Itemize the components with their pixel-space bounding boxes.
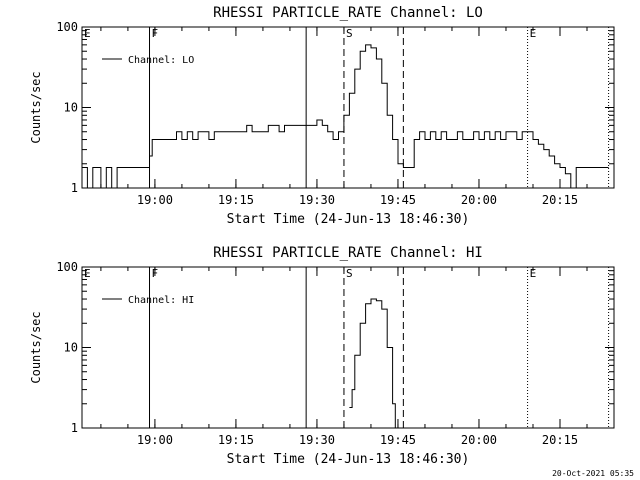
x-tick-label: 20:00 bbox=[461, 193, 497, 207]
x-tick-label: 19:00 bbox=[137, 193, 173, 207]
x-axis-label: Start Time (24-Jun-13 18:46:30) bbox=[227, 452, 470, 467]
x-tick-label: 20:15 bbox=[542, 433, 578, 447]
y-tick-label: 100 bbox=[56, 260, 78, 274]
event-marker-label: E bbox=[84, 27, 91, 40]
plot-area-frame bbox=[81, 266, 615, 429]
event-marker-label: S bbox=[346, 267, 353, 280]
y-axis-label: Counts/sec bbox=[29, 311, 43, 383]
event-marker-label: F bbox=[152, 267, 159, 280]
legend-entry: Channel: LO bbox=[128, 55, 194, 66]
event-marker-label: F bbox=[152, 27, 159, 40]
x-axis-label: Start Time (24-Jun-13 18:46:30) bbox=[227, 212, 470, 227]
y-tick-label: 10 bbox=[64, 101, 78, 115]
chart-panel-2: RHESSI PARTICLE_RATE Channel: HI 1 10 100 19… bbox=[29, 245, 615, 467]
event-marker-label: S bbox=[346, 27, 353, 40]
x-tick-label: 19:30 bbox=[299, 193, 335, 207]
event-marker-label: E bbox=[84, 267, 91, 280]
data-series-line bbox=[349, 298, 396, 428]
x-tick-label: 20:15 bbox=[542, 193, 578, 207]
y-tick-label: 1 bbox=[71, 421, 78, 435]
chart-title: RHESSI PARTICLE_RATE Channel: HI bbox=[213, 245, 483, 261]
y-tick-label: 100 bbox=[56, 20, 78, 34]
y-tick-label: 1 bbox=[71, 181, 78, 195]
plot-area-frame bbox=[81, 26, 615, 189]
x-tick-label: 19:45 bbox=[380, 193, 416, 207]
chart-panel-1: RHESSI PARTICLE_RATE Channel: LO 1 10 100 19… bbox=[29, 5, 615, 227]
x-tick-label: 19:15 bbox=[218, 193, 254, 207]
x-tick-label: 19:45 bbox=[380, 433, 416, 447]
legend-entry: Channel: HI bbox=[128, 295, 194, 306]
x-tick-label: 19:15 bbox=[218, 433, 254, 447]
x-tick-label: 19:00 bbox=[137, 433, 173, 447]
x-tick-label: 20:00 bbox=[461, 433, 497, 447]
event-marker-label: E bbox=[530, 267, 537, 280]
y-axis-label: Counts/sec bbox=[29, 71, 43, 143]
chart-title: RHESSI PARTICLE_RATE Channel: LO bbox=[213, 5, 483, 21]
event-marker-label: E bbox=[530, 27, 537, 40]
data-series-line bbox=[82, 44, 609, 189]
timestamp-footer: 20-Oct-2021 05:35 bbox=[552, 469, 634, 478]
y-tick-label: 10 bbox=[64, 341, 78, 355]
x-tick-label: 19:30 bbox=[299, 433, 335, 447]
